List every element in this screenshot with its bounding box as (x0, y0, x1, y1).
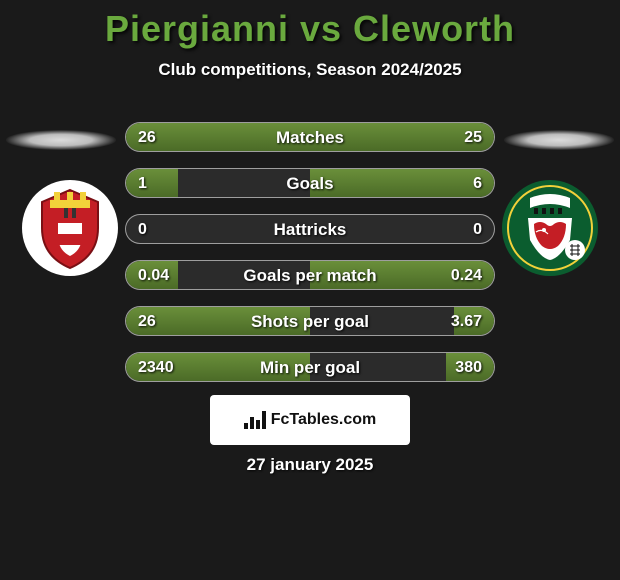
stat-label: Goals per match (126, 261, 494, 290)
stat-row: Matches26 25 (125, 122, 495, 152)
stat-row: Min per goal2340 380 (125, 352, 495, 382)
stat-row: Shots per goal26 3.67 (125, 306, 495, 336)
stat-row: Hattricks0 0 (125, 214, 495, 244)
stat-row: Goals per match0.04 0.24 (125, 260, 495, 290)
date-line: 27 january 2025 (0, 455, 620, 475)
stat-value-right: 3.67 (451, 307, 482, 336)
stat-value-left: 1 (138, 169, 147, 198)
subtitle: Club competitions, Season 2024/2025 (0, 60, 620, 80)
stat-label: Min per goal (126, 353, 494, 382)
stat-value-right: 25 (464, 123, 482, 152)
stat-label: Shots per goal (126, 307, 494, 336)
stat-value-left: 2340 (138, 353, 174, 382)
stat-value-left: 0 (138, 215, 147, 244)
stat-label: Hattricks (126, 215, 494, 244)
branding-label: FcTables.com (271, 411, 377, 429)
stat-label: Matches (126, 123, 494, 152)
stat-value-left: 26 (138, 307, 156, 336)
stat-value-right: 380 (455, 353, 482, 382)
branding-bars-icon (244, 411, 266, 429)
stat-value-right: 0 (473, 215, 482, 244)
branding-badge: FcTables.com (210, 395, 410, 445)
page-title: Piergianni vs Cleworth (0, 0, 620, 50)
stat-label: Goals (126, 169, 494, 198)
stat-value-right: 6 (473, 169, 482, 198)
stat-row: Goals1 6 (125, 168, 495, 198)
stat-value-left: 26 (138, 123, 156, 152)
stat-value-left: 0.04 (138, 261, 169, 290)
stat-value-right: 0.24 (451, 261, 482, 290)
stats-area: Matches2625Goals16Hattricks00Goals per m… (0, 122, 620, 398)
